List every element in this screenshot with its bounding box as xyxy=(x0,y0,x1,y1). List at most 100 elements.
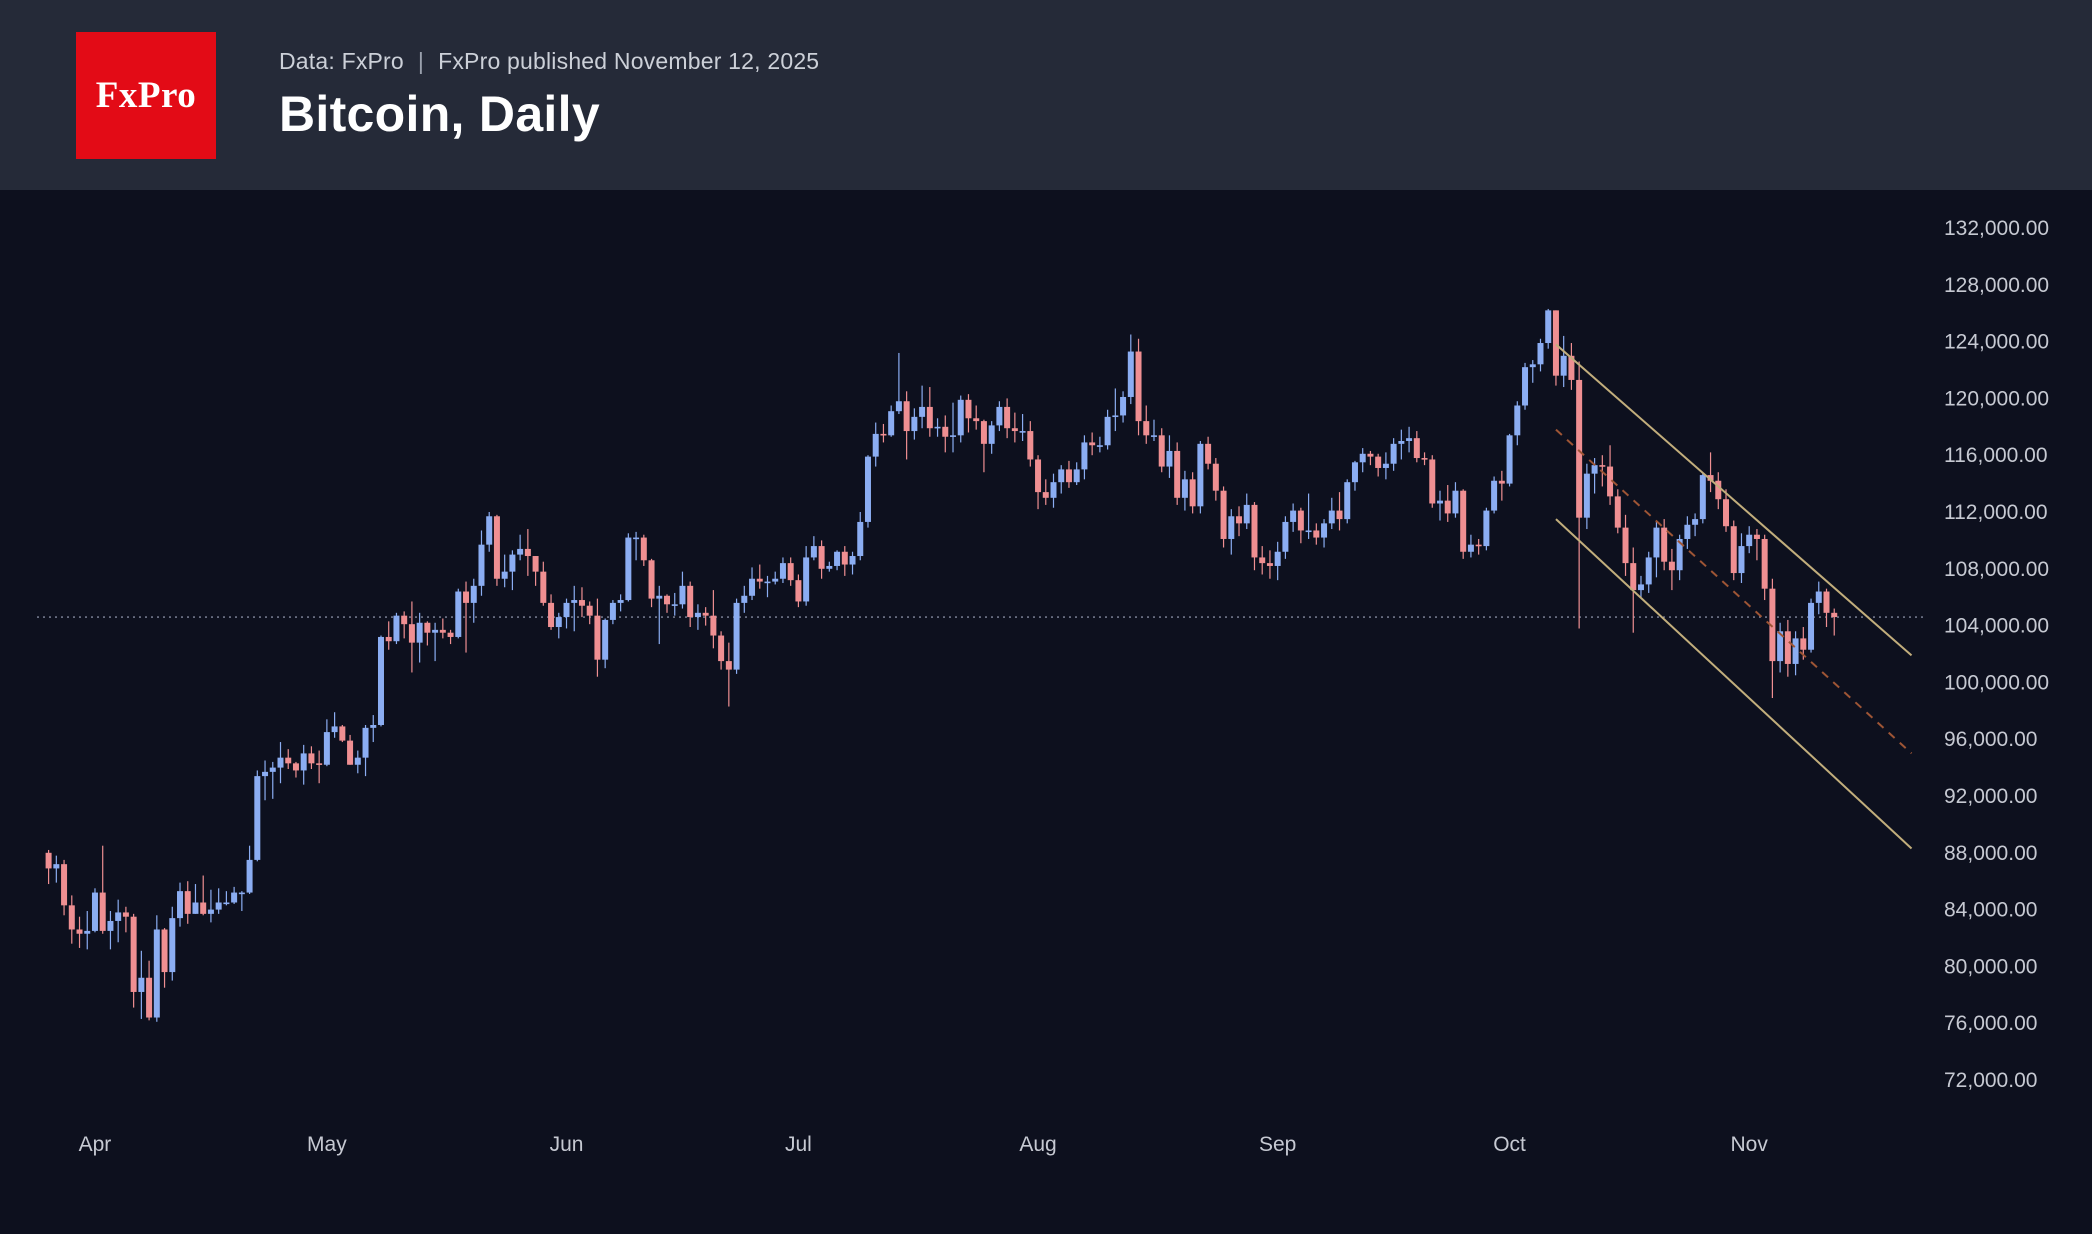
candle-body xyxy=(1614,496,1621,528)
candle-body xyxy=(578,600,585,606)
candle xyxy=(749,567,756,601)
x-axis-label: Nov xyxy=(1731,1133,1769,1156)
candle xyxy=(934,418,941,437)
candle xyxy=(1096,436,1103,453)
candle xyxy=(192,884,199,914)
candle xyxy=(1104,409,1111,450)
candle xyxy=(1143,405,1150,444)
candle-body xyxy=(1568,355,1575,380)
candle xyxy=(548,594,555,630)
candle-body xyxy=(439,629,446,633)
y-axis-label: 132,000.00 xyxy=(1944,217,2049,240)
candle-body xyxy=(1290,510,1297,522)
candle xyxy=(586,601,593,625)
candle-body xyxy=(1707,475,1714,481)
candle xyxy=(973,405,980,430)
candle xyxy=(1746,526,1753,554)
candle xyxy=(1460,489,1467,559)
candle xyxy=(1065,460,1072,488)
candle xyxy=(1019,414,1026,441)
candle-body xyxy=(323,732,330,765)
candle xyxy=(1112,388,1119,432)
page-title: Bitcoin, Daily xyxy=(279,85,600,142)
candle xyxy=(470,578,477,623)
x-axis-label: Apr xyxy=(79,1133,112,1156)
candle-body xyxy=(1668,561,1675,571)
candle xyxy=(702,607,709,626)
candle-body xyxy=(1753,534,1760,539)
y-axis-label: 92,000.00 xyxy=(1944,785,2037,808)
candle-body xyxy=(1382,463,1389,468)
candle xyxy=(277,742,284,784)
candle-body xyxy=(207,909,214,914)
candle xyxy=(1189,472,1196,514)
candle-body xyxy=(1808,602,1815,650)
candle xyxy=(316,750,323,784)
candle-body xyxy=(1777,631,1784,662)
candle xyxy=(308,746,315,770)
candle xyxy=(888,405,895,437)
candle-body xyxy=(153,929,160,1018)
candle xyxy=(463,581,470,653)
candle xyxy=(1150,419,1157,441)
candle xyxy=(1444,485,1451,522)
candle xyxy=(99,845,106,934)
candle-body xyxy=(91,892,98,931)
candle-body xyxy=(130,916,137,992)
candle-body xyxy=(107,920,114,931)
candle xyxy=(926,387,933,437)
candle-body xyxy=(1599,465,1606,467)
candle-body xyxy=(161,929,168,973)
candle xyxy=(1120,391,1127,423)
candle xyxy=(1645,551,1652,593)
candle xyxy=(1305,493,1312,539)
candle xyxy=(1452,482,1459,518)
candle xyxy=(1205,436,1212,470)
candle-body xyxy=(1050,482,1057,498)
candle xyxy=(1004,398,1011,439)
candle-body xyxy=(749,578,756,596)
candle xyxy=(1769,578,1776,699)
candle xyxy=(764,575,771,598)
candle-body xyxy=(1135,351,1142,422)
candle-body xyxy=(1444,500,1451,514)
candle-body xyxy=(1004,406,1011,429)
candlestick-chart: 132,000.00 128,000.00 124,000.00 120,000.00… xyxy=(37,217,2049,1156)
candle-body xyxy=(1351,462,1358,483)
candle xyxy=(671,592,678,616)
candle-body xyxy=(1027,431,1034,460)
candle-body xyxy=(1089,442,1096,446)
candle xyxy=(161,928,168,988)
header-text: Data: FxPro | FxPro published November 12,… xyxy=(279,48,819,143)
candle-body xyxy=(1653,527,1660,558)
candle-body xyxy=(1769,588,1776,662)
candle-body xyxy=(980,421,987,444)
candle-body xyxy=(1328,510,1335,524)
candle xyxy=(787,557,794,586)
candle xyxy=(957,395,964,443)
candle-body xyxy=(285,757,292,764)
candle-body xyxy=(934,426,941,429)
candle-body xyxy=(339,726,346,741)
candle-body xyxy=(602,619,609,660)
caption-separator: | xyxy=(417,47,425,74)
candle-body xyxy=(1761,538,1768,589)
candle-body xyxy=(1684,524,1691,539)
candle-body xyxy=(609,602,616,620)
candle-body xyxy=(555,617,562,628)
candle xyxy=(656,585,663,645)
candle-body xyxy=(1011,428,1018,432)
candle xyxy=(1537,338,1544,372)
candle-body xyxy=(1576,379,1583,518)
candle xyxy=(664,594,670,613)
candle-body xyxy=(1313,530,1320,538)
candle xyxy=(1390,438,1397,471)
candle xyxy=(1421,452,1428,466)
candle xyxy=(950,402,957,453)
candle-body xyxy=(679,585,686,605)
candle-body xyxy=(455,591,462,637)
candle-body xyxy=(292,763,299,771)
candle xyxy=(1313,523,1320,545)
candle-body xyxy=(1042,492,1049,498)
candle-body xyxy=(1259,557,1266,564)
